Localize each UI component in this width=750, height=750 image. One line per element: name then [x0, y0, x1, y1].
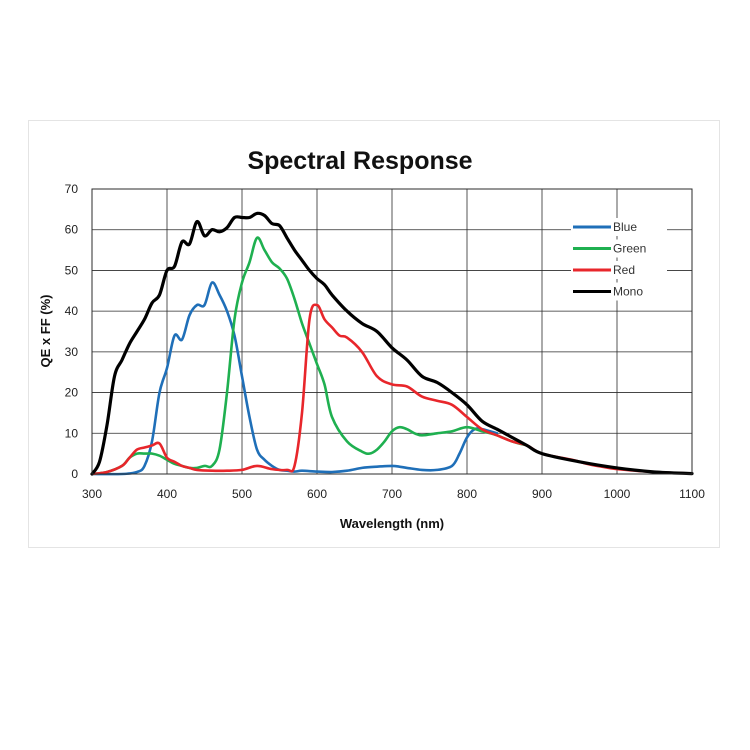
- spectral-response-chart: Spectral Response 0 10 20 30 40 50 60 70 300 400…: [38, 147, 705, 531]
- y-tick-label: 40: [65, 304, 79, 318]
- series-line-blue: [90, 281, 499, 476]
- series-line-green: [90, 236, 529, 476]
- chart-frame: Spectral Response 0 10 20 30 40 50 60 70 300 400…: [28, 120, 720, 548]
- legend-label-red: Red: [613, 263, 635, 277]
- legend-label-blue: Blue: [613, 220, 637, 234]
- chart-title: Spectral Response: [247, 147, 472, 175]
- x-axis-label: Wavelength (nm): [340, 516, 444, 531]
- y-tick-label: 0: [71, 467, 78, 481]
- x-tick-labels: 300 400 500 600 700 800 900 1000 1100: [82, 487, 705, 501]
- legend-entry-background: [571, 239, 667, 258]
- y-axis-label: QE x FF (%): [38, 295, 53, 368]
- y-tick-label: 30: [65, 345, 79, 359]
- x-tick-label: 1100: [679, 487, 705, 501]
- plot-area-border: [91, 188, 693, 475]
- x-tick-label: 500: [232, 487, 252, 501]
- legend-label-mono: Mono: [613, 285, 643, 299]
- x-tick-label: 800: [457, 487, 477, 501]
- y-tick-label: 10: [65, 426, 79, 440]
- y-tick-label: 20: [65, 386, 79, 400]
- y-tick-label: 50: [65, 263, 79, 277]
- y-tick-label: 60: [65, 223, 79, 237]
- x-tick-label: 600: [307, 487, 327, 501]
- x-tick-label: 300: [82, 487, 102, 501]
- legend-entry-background: [571, 261, 667, 279]
- y-tick-labels: 0 10 20 30 40 50 60 70: [65, 182, 79, 481]
- legend-entry-background: [571, 282, 667, 301]
- series-line-red: [90, 303, 694, 476]
- legend-entry-background: [571, 218, 667, 236]
- x-tick-label: 700: [382, 487, 402, 501]
- x-tick-label: 400: [157, 487, 177, 501]
- series-lines: [90, 211, 694, 476]
- x-tick-label: 900: [532, 487, 552, 501]
- legend-label-green: Green: [613, 242, 646, 256]
- legend: Blue Green Red Mono: [571, 218, 667, 301]
- x-tick-label: 1000: [604, 487, 631, 501]
- y-tick-label: 70: [65, 182, 79, 196]
- series-line-mono: [90, 211, 694, 476]
